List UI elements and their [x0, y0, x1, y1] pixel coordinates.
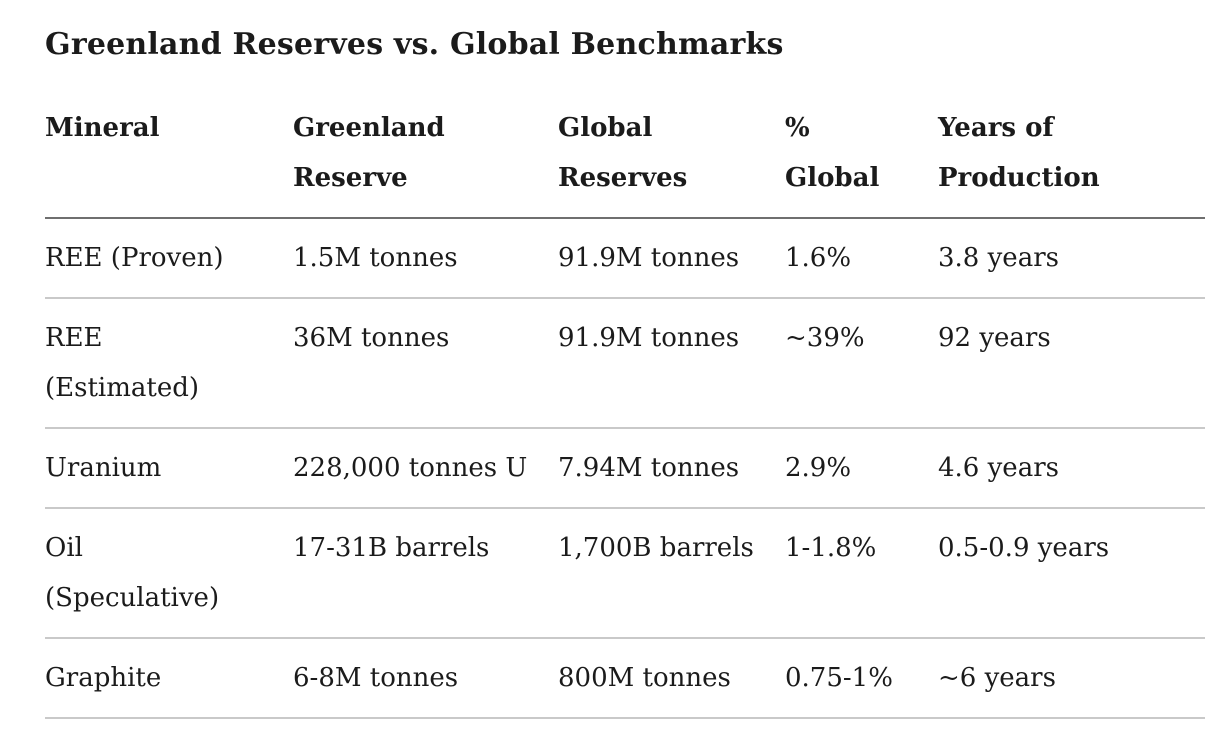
table-cell: REE (Estimated)	[45, 298, 293, 429]
table-cell: 0.5-0.9 years	[938, 508, 1205, 639]
table-cell: 1-1.8%	[785, 508, 938, 639]
table-cell: 36M tonnes	[293, 298, 558, 429]
table-cell: REE (Proven)	[45, 218, 293, 299]
table-cell: 1.5M tonnes	[293, 218, 558, 299]
table-cell: 91.9M tonnes	[558, 218, 785, 299]
column-header: Global Reserves	[558, 89, 785, 219]
column-header: Greenland Reserve	[293, 89, 558, 219]
table-cell: 17-31B barrels	[293, 508, 558, 639]
table-cell: ~6 years	[938, 638, 1205, 719]
table-row: Graphite 6-8M tonnes 800M tonnes 0.75-1% ~6 …	[45, 638, 1205, 719]
table-cell: 0.75-1%	[785, 638, 938, 719]
page-title: Greenland Reserves vs. Global Benchmarks	[45, 27, 784, 62]
reserves-table: Mineral Greenland Reserve Global Reserves%…	[45, 89, 1205, 719]
table-row: REE (Estimated) 36M tonnes 91.9M tonnes ~39…	[45, 298, 1205, 429]
table-cell: 1.6%	[785, 218, 938, 299]
table-row: REE (Proven) 1.5M tonnes 91.9M tonnes 1.6% 3…	[45, 218, 1205, 299]
column-header: Mineral	[45, 89, 293, 219]
table-cell: 7.94M tonnes	[558, 428, 785, 509]
table-cell: 1,700B barrels	[558, 508, 785, 639]
table-cell: Oil (Speculative)	[45, 508, 293, 639]
table-header: Mineral Greenland Reserve Global Reserves%…	[45, 89, 1205, 219]
table-cell: 3.8 years	[938, 218, 1205, 299]
table-cell: Graphite	[45, 638, 293, 719]
table-cell: 92 years	[938, 298, 1205, 429]
table-row: Oil (Speculative) 17-31B barrels 1,700B ba…	[45, 508, 1205, 639]
table-cell: 2.9%	[785, 428, 938, 509]
table-cell: 91.9M tonnes	[558, 298, 785, 429]
column-header: Years of Production	[938, 89, 1205, 219]
column-header: % Global	[785, 89, 938, 219]
table-cell: 800M tonnes	[558, 638, 785, 719]
table-cell: 6-8M tonnes	[293, 638, 558, 719]
page: Greenland Reserves vs. Global Benchmarks…	[45, 27, 1205, 719]
table-row: Uranium 228,000 tonnes U 7.94M tonnes 2.9% 4…	[45, 428, 1205, 509]
table-cell: Uranium	[45, 428, 293, 509]
table-cell: 228,000 tonnes U	[293, 428, 558, 509]
table-body: REE (Proven) 1.5M tonnes 91.9M tonnes 1.6% 3…	[45, 218, 1205, 719]
header-row: Mineral Greenland Reserve Global Reserves%…	[45, 89, 1205, 219]
table-cell: 4.6 years	[938, 428, 1205, 509]
table-cell: ~39%	[785, 298, 938, 429]
